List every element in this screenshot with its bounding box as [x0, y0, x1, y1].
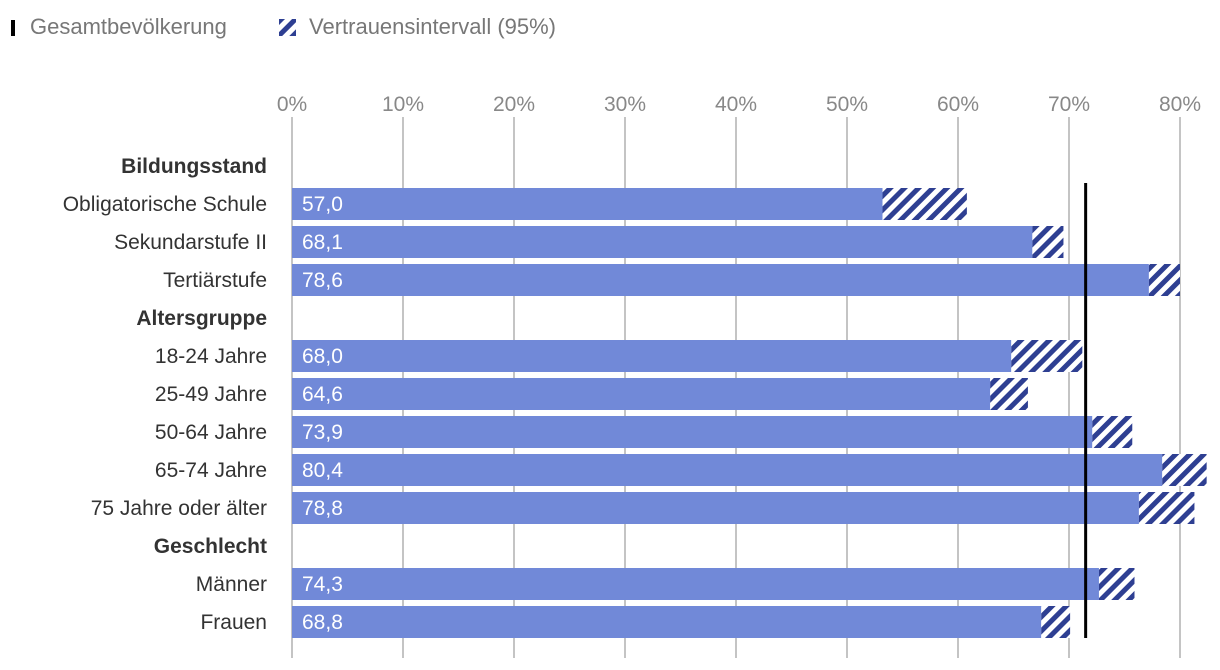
confidence-interval	[1011, 340, 1083, 372]
x-tick-label: 60%	[937, 93, 979, 116]
value-label: 68,8	[302, 611, 343, 634]
x-tick-label: 30%	[604, 93, 646, 116]
x-axis-ticks: 0% 10% 20% 30% 40% 50% 60% 70% 80%	[277, 93, 1201, 116]
confidence-interval	[1138, 492, 1195, 524]
value-label: 80,4	[302, 459, 343, 482]
bar	[292, 340, 1012, 372]
legend: Gesamtbevölkerung Vertrauensintervall (9…	[11, 14, 556, 39]
legend-total-marker	[11, 20, 15, 36]
value-label: 68,0	[302, 345, 343, 368]
x-tick-label: 0%	[277, 93, 307, 116]
bar	[292, 492, 1139, 524]
x-tick-label: 50%	[826, 93, 868, 116]
value-label: 78,8	[302, 497, 343, 520]
confidence-interval	[882, 188, 967, 220]
confidence-interval	[1032, 226, 1064, 258]
category-label: Tertiärstufe	[163, 269, 267, 292]
bars: 57,0 68,1 78,6 68,0 64,6 73,9 80,4 78,8 74,3 68,8	[292, 188, 1207, 638]
category-label: Obligatorische Schule	[63, 193, 267, 216]
confidence-interval	[1162, 454, 1207, 486]
category-label: 50-64 Jahre	[155, 421, 267, 444]
x-tick-label: 70%	[1048, 93, 1090, 116]
confidence-interval	[1092, 416, 1133, 448]
confidence-interval	[990, 378, 1028, 410]
x-tick-label: 40%	[715, 93, 757, 116]
legend-total-label: Gesamtbevölkerung	[30, 14, 227, 39]
confidence-interval	[1148, 264, 1180, 296]
bar	[292, 226, 1033, 258]
bar	[292, 606, 1042, 638]
category-label: Sekundarstufe II	[114, 231, 267, 254]
legend-ci-marker	[279, 19, 296, 36]
legend-ci-label: Vertrauensintervall (95%)	[309, 14, 556, 39]
category-label: 75 Jahre oder älter	[91, 497, 267, 520]
bar	[292, 568, 1099, 600]
group-label: Altersgruppe	[136, 307, 267, 330]
value-label: 74,3	[302, 573, 343, 596]
x-tick-label: 10%	[382, 93, 424, 116]
value-label: 73,9	[302, 421, 343, 444]
confidence-interval	[1041, 606, 1071, 638]
bar	[292, 416, 1093, 448]
category-labels: Bildungsstand Obligatorische Schule Sekund…	[63, 155, 267, 634]
group-label: Bildungsstand	[121, 155, 267, 178]
value-label: 68,1	[302, 231, 343, 254]
category-label: Frauen	[200, 611, 267, 634]
x-tick-label: 80%	[1159, 93, 1201, 116]
bar	[292, 454, 1163, 486]
category-label: 65-74 Jahre	[155, 459, 267, 482]
category-label: 25-49 Jahre	[155, 383, 267, 406]
x-tick-label: 20%	[493, 93, 535, 116]
category-label: 18-24 Jahre	[155, 345, 267, 368]
value-label: 78,6	[302, 269, 343, 292]
confidence-interval	[1098, 568, 1135, 600]
value-label: 64,6	[302, 383, 343, 406]
bar	[292, 378, 991, 410]
bar	[292, 188, 883, 220]
group-label: Geschlecht	[154, 535, 267, 558]
bar	[292, 264, 1149, 296]
value-label: 57,0	[302, 193, 343, 216]
category-label: Männer	[196, 573, 267, 596]
